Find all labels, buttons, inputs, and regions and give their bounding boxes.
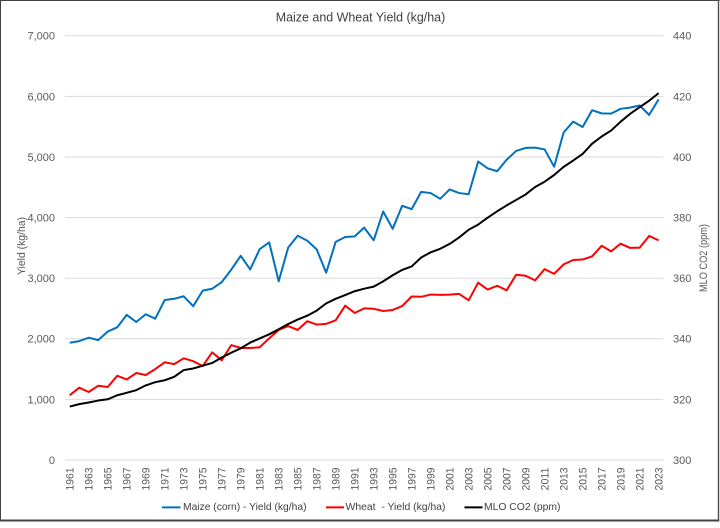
svg-text:1993: 1993 bbox=[369, 468, 381, 491]
svg-text:2021: 2021 bbox=[635, 468, 647, 491]
svg-text:2011: 2011 bbox=[540, 468, 552, 491]
svg-text:6,000: 6,000 bbox=[27, 91, 55, 103]
svg-text:2001: 2001 bbox=[445, 468, 457, 491]
svg-text:1967: 1967 bbox=[122, 468, 134, 491]
svg-text:2,000: 2,000 bbox=[27, 334, 55, 346]
svg-text:Yield (kg/ha): Yield (kg/ha) bbox=[16, 217, 28, 275]
svg-text:2023: 2023 bbox=[654, 468, 666, 491]
svg-text:3,000: 3,000 bbox=[27, 273, 55, 285]
svg-text:340: 340 bbox=[673, 334, 691, 346]
svg-text:400: 400 bbox=[673, 152, 691, 164]
svg-text:1969: 1969 bbox=[141, 468, 153, 491]
svg-text:1963: 1963 bbox=[84, 468, 96, 491]
svg-text:1975: 1975 bbox=[198, 468, 210, 491]
svg-text:2005: 2005 bbox=[483, 468, 495, 491]
svg-text:0: 0 bbox=[49, 455, 55, 467]
svg-text:2007: 2007 bbox=[502, 468, 514, 491]
svg-text:2015: 2015 bbox=[578, 468, 590, 491]
svg-text:Wheat - Yield (kg/ha): Wheat - Yield (kg/ha) bbox=[346, 502, 446, 513]
svg-text:320: 320 bbox=[673, 394, 691, 406]
svg-text:2003: 2003 bbox=[464, 468, 476, 491]
svg-text:1979: 1979 bbox=[236, 468, 248, 491]
svg-text:2013: 2013 bbox=[559, 468, 571, 491]
svg-text:1983: 1983 bbox=[274, 468, 286, 491]
svg-text:1977: 1977 bbox=[217, 468, 229, 491]
svg-text:2017: 2017 bbox=[597, 468, 609, 491]
svg-text:1,000: 1,000 bbox=[27, 394, 55, 406]
svg-text:1989: 1989 bbox=[331, 468, 343, 491]
svg-text:1995: 1995 bbox=[388, 468, 400, 491]
svg-text:Maize and Wheat Yield (kg/ha): Maize and Wheat Yield (kg/ha) bbox=[276, 9, 446, 24]
svg-text:300: 300 bbox=[673, 455, 691, 467]
svg-text:7,000: 7,000 bbox=[27, 31, 55, 43]
svg-text:1987: 1987 bbox=[312, 468, 324, 491]
svg-text:1991: 1991 bbox=[350, 468, 362, 491]
svg-text:1973: 1973 bbox=[179, 468, 191, 491]
svg-text:5,000: 5,000 bbox=[27, 152, 55, 164]
svg-text:1971: 1971 bbox=[160, 468, 172, 491]
svg-text:2019: 2019 bbox=[616, 468, 628, 491]
svg-text:2009: 2009 bbox=[521, 468, 533, 491]
svg-text:4,000: 4,000 bbox=[27, 213, 55, 225]
svg-text:1961: 1961 bbox=[65, 468, 77, 491]
svg-text:MLO CO2 (ppm): MLO CO2 (ppm) bbox=[484, 502, 561, 513]
svg-text:1985: 1985 bbox=[293, 468, 305, 491]
svg-text:1965: 1965 bbox=[103, 468, 115, 491]
svg-text:MLO CO2 (ppm): MLO CO2 (ppm) bbox=[698, 224, 710, 292]
svg-text:420: 420 bbox=[673, 91, 691, 103]
svg-text:1997: 1997 bbox=[407, 468, 419, 491]
svg-text:1999: 1999 bbox=[426, 468, 438, 491]
svg-text:380: 380 bbox=[673, 213, 691, 225]
svg-text:1981: 1981 bbox=[255, 468, 267, 491]
svg-text:440: 440 bbox=[673, 31, 691, 43]
svg-text:360: 360 bbox=[673, 273, 691, 285]
svg-text:Maize (corn) - Yield (kg/ha): Maize (corn) - Yield (kg/ha) bbox=[183, 502, 307, 513]
